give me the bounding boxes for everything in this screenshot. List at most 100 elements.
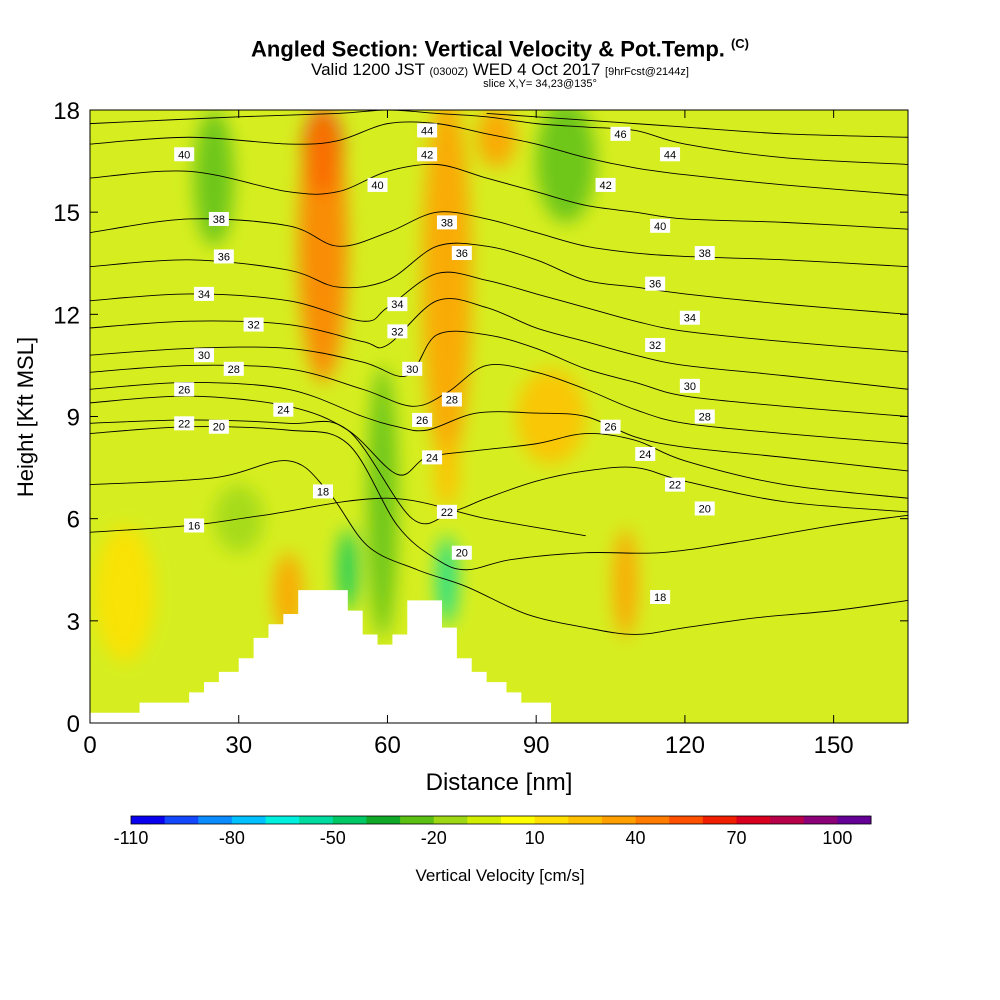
contour-label: 24 [635, 446, 656, 461]
y-tick-label: 18 [53, 98, 80, 125]
contour-label: 32 [243, 317, 264, 332]
colorbar-tick-label: -50 [320, 828, 346, 848]
contour-label: 40 [174, 147, 195, 162]
colorbar-swatch [837, 816, 872, 824]
contour-label: 46 [610, 126, 631, 141]
contour-label-text: 32 [649, 340, 661, 352]
contour-label: 34 [387, 297, 408, 312]
contour-label-text: 24 [277, 405, 289, 417]
contour-label-text: 38 [213, 214, 225, 226]
colorbar-tick-label: -110 [114, 828, 149, 848]
copyright-mark: (C) [730, 36, 749, 51]
colorbar-swatch [601, 816, 637, 824]
contour-label-text: 46 [614, 129, 626, 141]
contour-label-text: 16 [188, 520, 200, 532]
y-tick-label: 0 [67, 711, 80, 738]
contour-label-text: 24 [639, 449, 651, 461]
contour-label: 38 [694, 246, 715, 261]
colorbar-swatch [534, 816, 569, 824]
colorbar-swatch [568, 816, 603, 824]
contour-label: 18 [650, 589, 671, 604]
colorbar-tick-label: 10 [525, 828, 545, 848]
x-tick-label: 0 [83, 732, 96, 759]
contour-label-text: 22 [178, 418, 190, 430]
colorbar-tick-label: -20 [421, 828, 447, 848]
colorbar-swatch [770, 816, 805, 824]
updraft-cell [94, 525, 155, 662]
x-axis-label: Distance [nm] [426, 769, 573, 796]
colorbar-swatch [332, 816, 367, 824]
contour-label-text: 18 [317, 486, 329, 498]
isentrope-46 [486, 112, 908, 138]
contour-label-text: 26 [178, 384, 190, 396]
contour-label: 30 [402, 361, 423, 376]
colorbar-swatch [635, 816, 670, 824]
contour-label: 20 [694, 501, 715, 516]
colorbar-swatch [501, 816, 536, 824]
contour-label-text: 44 [421, 125, 433, 137]
contour-label-text: 26 [604, 422, 616, 434]
isentrope-42 [90, 121, 908, 196]
contour-label-text: 18 [654, 592, 666, 604]
isentrope-34 [90, 271, 908, 353]
isentrope-32 [90, 298, 908, 390]
isentrope-40 [90, 163, 908, 230]
contour-label-text: 30 [684, 381, 696, 393]
contour-label-text: 36 [649, 279, 661, 291]
contour-label-text: 32 [247, 320, 259, 332]
x-tick-label: 60 [374, 732, 401, 759]
contour-label-text: 24 [426, 452, 438, 464]
updraft-cell [613, 528, 638, 638]
contour-label: 26 [412, 412, 433, 427]
contour-label: 24 [422, 450, 443, 465]
colorbar-swatch [231, 816, 267, 824]
colorbar-tick-label: 100 [822, 828, 852, 848]
contour-label: 32 [645, 337, 666, 352]
terrain [90, 590, 552, 723]
chart-title: Angled Section: Vertical Velocity & Pot.… [251, 36, 749, 62]
contour-label-text: 40 [654, 221, 666, 233]
contour-label-text: 40 [178, 149, 190, 161]
colorbar-swatch [131, 816, 166, 824]
contour-label: 38 [208, 211, 229, 226]
contour-label: 16 [184, 518, 205, 533]
contour-label-text: 36 [456, 248, 468, 260]
colorbar-tick-label: 40 [626, 828, 646, 848]
colorbar-swatch [265, 816, 300, 824]
contour-label-text: 34 [198, 289, 210, 301]
x-tick-label: 90 [523, 732, 550, 759]
contour-label: 30 [194, 348, 215, 363]
contour-label: 20 [208, 419, 229, 434]
contour-label: 22 [436, 504, 457, 519]
isentrope-26 [90, 381, 908, 472]
isentrope-28 [90, 364, 908, 445]
contour-label: 30 [679, 378, 700, 393]
isentrope-36 [90, 242, 908, 315]
x-tick-label: 30 [225, 732, 252, 759]
contour-label: 40 [367, 177, 388, 192]
chart-subtitle: Valid 1200 JST (0300Z) WED 4 Oct 2017 [9… [311, 60, 689, 79]
isentrope-30 [90, 330, 908, 417]
colorbar-swatch [400, 816, 435, 824]
contour-label-text: 20 [213, 422, 225, 434]
contour-label: 26 [600, 419, 621, 434]
contour-label: 36 [451, 246, 472, 261]
x-tick-label: 120 [665, 732, 705, 759]
contour-label-text: 30 [406, 364, 418, 376]
contour-label: 18 [313, 484, 334, 499]
contour-label: 24 [273, 402, 294, 417]
updraft-cell [422, 110, 472, 468]
contour-label-text: 20 [699, 503, 711, 515]
contour-label-text: 30 [198, 350, 210, 362]
colorbar-swatch [467, 816, 502, 824]
downdraft-cell [536, 110, 596, 223]
contour-label-text: 42 [599, 180, 611, 192]
contour-label-text: 26 [416, 415, 428, 427]
contour-label-text: 34 [684, 313, 696, 325]
contour-label: 40 [650, 218, 671, 233]
contour-label-text: 34 [391, 299, 403, 311]
isentrope-18 [90, 460, 908, 635]
downdraft-cell [367, 365, 398, 638]
contour-label: 36 [645, 276, 666, 291]
